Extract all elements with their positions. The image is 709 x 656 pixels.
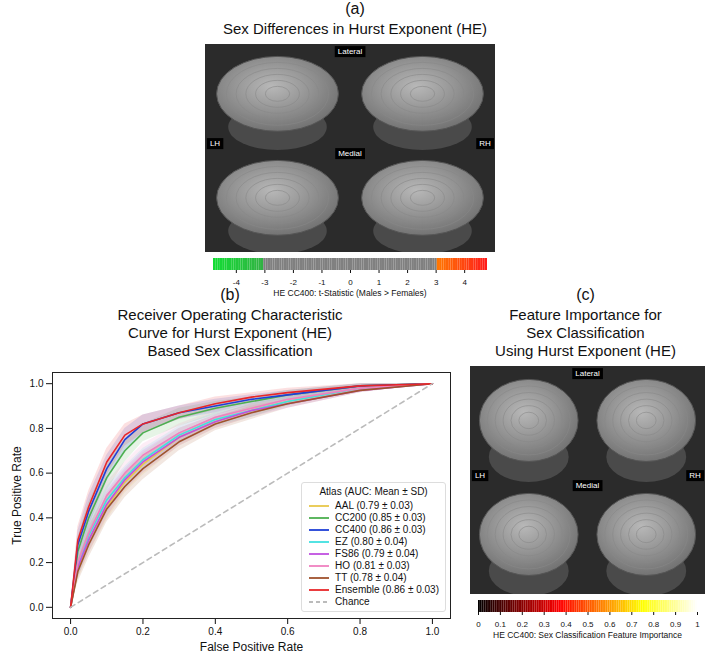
svg-text:False Positive Rate: False Positive Rate <box>200 640 304 654</box>
svg-text:1: 1 <box>695 620 700 629</box>
html-text:CC200 (0.85 ± 0.03): CC200 (0.85 ± 0.03) <box>335 512 426 523</box>
svg-text:0: 0 <box>348 278 353 287</box>
svg-text:0.0: 0.0 <box>30 602 44 613</box>
html-text:Based Sex Classification: Based Sex Classification <box>147 342 313 359</box>
svg-text:0.6: 0.6 <box>30 467 44 478</box>
svg-text:0.9: 0.9 <box>670 620 682 629</box>
svg-text:0: 0 <box>476 620 481 629</box>
svg-text:RH: RH <box>479 139 491 148</box>
svg-text:2: 2 <box>405 278 410 287</box>
svg-text:0.2: 0.2 <box>517 620 529 629</box>
svg-text:RH: RH <box>689 471 701 480</box>
svg-text:True Positive Rate: True Positive Rate <box>10 446 24 545</box>
html-text:CC400 (0.86 ± 0.03): CC400 (0.86 ± 0.03) <box>335 524 426 535</box>
html-text:Atlas (AUC: Mean ± SD): Atlas (AUC: Mean ± SD) <box>319 486 428 497</box>
svg-text:Medial: Medial <box>576 481 600 490</box>
html-text:Chance: Chance <box>335 596 370 607</box>
html-text:HE CC400: Sex Classification F: HE CC400: Sex Classification Feature Imp… <box>493 630 682 640</box>
html-text:FS86 (0.79 ± 0.04): FS86 (0.79 ± 0.04) <box>335 548 419 559</box>
html-text:(c): (c) <box>576 286 595 303</box>
html-text:Using Hurst Exponent (HE): Using Hurst Exponent (HE) <box>495 342 676 359</box>
svg-text:0.5: 0.5 <box>582 620 594 629</box>
svg-text:Lateral: Lateral <box>575 369 600 378</box>
svg-text:0.3: 0.3 <box>539 620 551 629</box>
svg-text:0.2: 0.2 <box>136 626 150 637</box>
html-text:Receiver Operating Characteris: Receiver Operating Characteristic <box>117 306 343 323</box>
html-text:(b): (b) <box>220 286 240 303</box>
svg-text:1.0: 1.0 <box>30 378 44 389</box>
svg-text:-3: -3 <box>261 278 269 287</box>
svg-text:-4: -4 <box>233 278 241 287</box>
svg-text:0.0: 0.0 <box>64 626 78 637</box>
svg-text:LH: LH <box>210 139 220 148</box>
svg-text:Lateral: Lateral <box>338 47 363 56</box>
svg-text:0.8: 0.8 <box>648 620 660 629</box>
html-text:Sex Classification: Sex Classification <box>526 324 645 341</box>
svg-text:0.1: 0.1 <box>495 620 507 629</box>
svg-text:0.6: 0.6 <box>281 626 295 637</box>
svg-text:0.4: 0.4 <box>30 512 44 523</box>
html-text:HO (0.81 ± 0.03): HO (0.81 ± 0.03) <box>335 560 410 571</box>
svg-text:3: 3 <box>434 278 439 287</box>
svg-text:LH: LH <box>475 471 485 480</box>
html-text:Ensemble (0.86 ± 0.03): Ensemble (0.86 ± 0.03) <box>335 584 439 595</box>
svg-text:0.6: 0.6 <box>604 620 616 629</box>
html-text:EZ (0.80 ± 0.04): EZ (0.80 ± 0.04) <box>335 536 408 547</box>
html-text:HE CC400: t-Statistic (Males >: HE CC400: t-Statistic (Males > Females) <box>273 288 427 298</box>
svg-text:0.7: 0.7 <box>626 620 638 629</box>
html-text:AAL (0.79 ± 0.03): AAL (0.79 ± 0.03) <box>335 500 414 511</box>
svg-text:4: 4 <box>462 278 467 287</box>
svg-text:0.8: 0.8 <box>353 626 367 637</box>
svg-text:0.8: 0.8 <box>30 423 44 434</box>
svg-text:-2: -2 <box>290 278 298 287</box>
svg-text:Medial: Medial <box>338 149 362 158</box>
svg-text:0.4: 0.4 <box>208 626 222 637</box>
html-text:(a): (a) <box>345 0 365 17</box>
html-text:Curve for Hurst Exponent (HE): Curve for Hurst Exponent (HE) <box>127 324 333 341</box>
html-text:Sex Differences in Hurst Expon: Sex Differences in Hurst Exponent (HE) <box>223 20 487 37</box>
svg-text:0.4: 0.4 <box>561 620 573 629</box>
html-text:Feature Importance for: Feature Importance for <box>509 306 662 323</box>
svg-text:1: 1 <box>377 278 382 287</box>
svg-text:1.0: 1.0 <box>425 626 439 637</box>
svg-text:0.2: 0.2 <box>30 557 44 568</box>
html-text:TT (0.78 ± 0.04): TT (0.78 ± 0.04) <box>335 572 407 583</box>
svg-text:-1: -1 <box>318 278 326 287</box>
